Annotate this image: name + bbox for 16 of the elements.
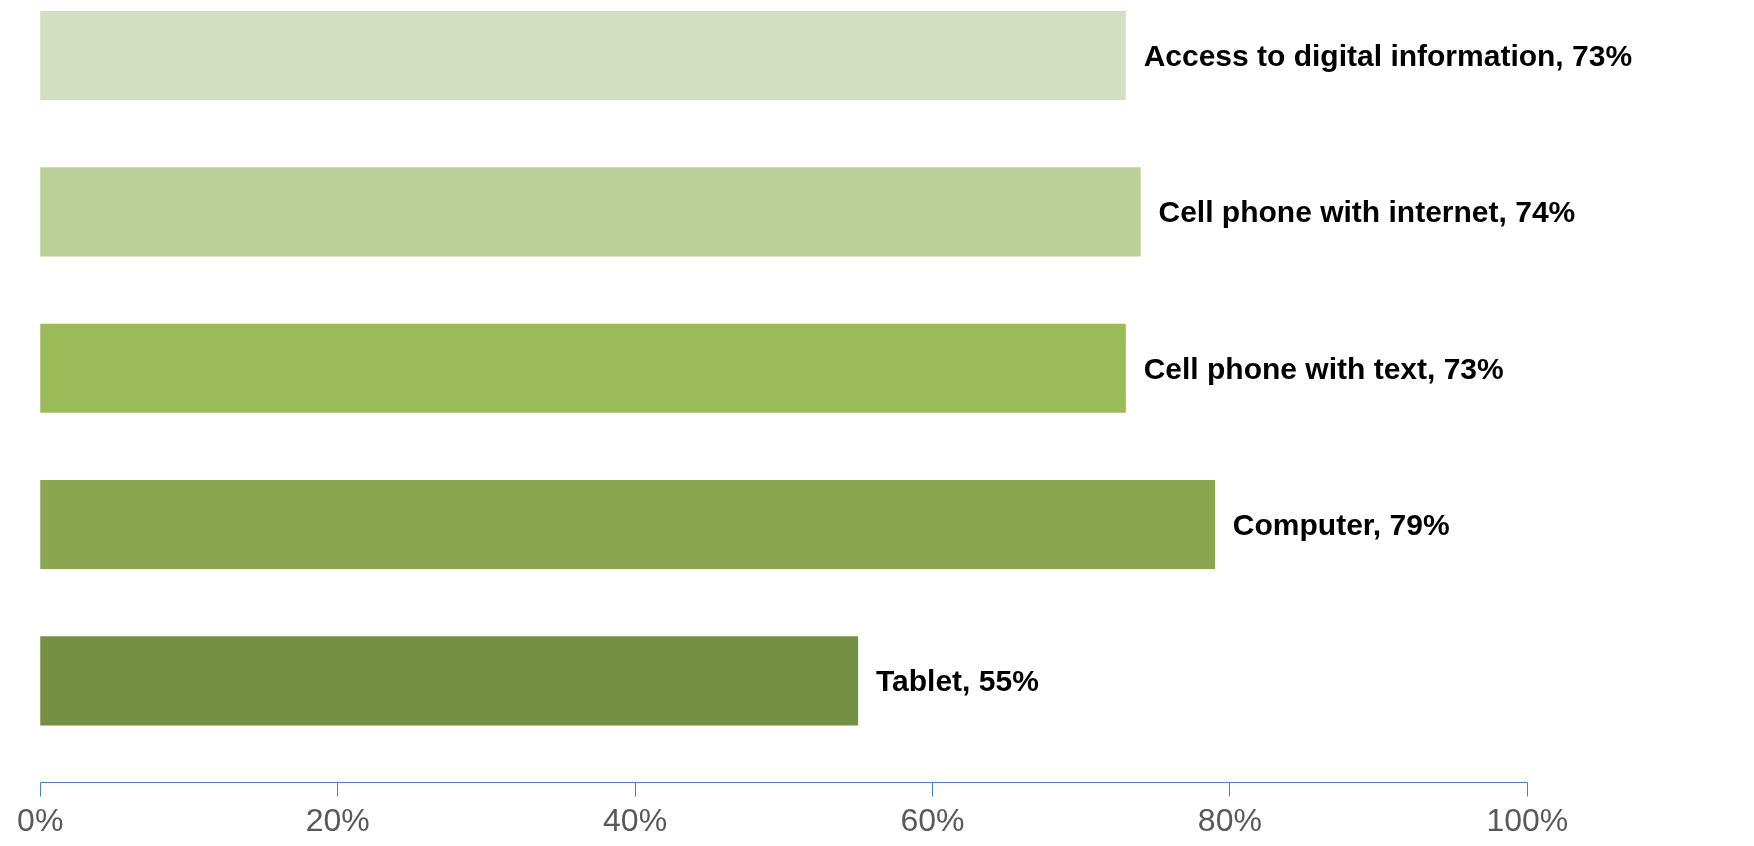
bar bbox=[40, 10, 1126, 101]
bar bbox=[40, 636, 859, 726]
category-label: Access to digital information, 73% bbox=[1143, 39, 1633, 73]
category-label: Cell phone with internet, 74% bbox=[1158, 195, 1576, 229]
x-tick-label: 20% bbox=[305, 801, 370, 838]
x-tick-label: 80% bbox=[1197, 801, 1262, 838]
category-label: Cell phone with text, 73% bbox=[1143, 351, 1504, 385]
x-tick-label: 0% bbox=[17, 801, 64, 838]
x-tick-label: 40% bbox=[603, 801, 668, 838]
bar bbox=[40, 479, 1216, 570]
bar bbox=[40, 323, 1126, 413]
category-label: Computer, 79% bbox=[1232, 508, 1450, 542]
x-tick-label: 60% bbox=[900, 801, 965, 838]
category-label: Tablet, 55% bbox=[875, 664, 1039, 698]
x-tick-label: 100% bbox=[1486, 801, 1569, 838]
bar bbox=[40, 167, 1141, 257]
